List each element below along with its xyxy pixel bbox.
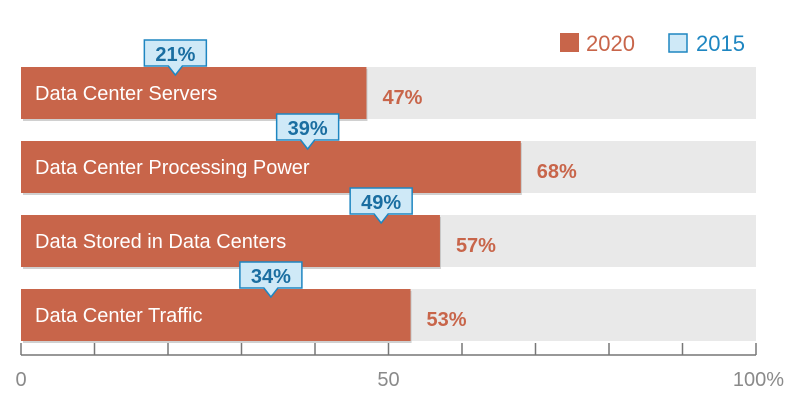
value-label-2020: 57% xyxy=(456,235,496,257)
legend-swatch-2020 xyxy=(560,33,579,52)
legend-label-2015: 2015 xyxy=(696,31,745,56)
callout-2015 xyxy=(143,39,208,77)
value-label-2015: 34% xyxy=(251,266,291,288)
category-label: Data Stored in Data Centers xyxy=(35,231,286,253)
x-tick-label: 50 xyxy=(377,369,399,391)
callout-2015 xyxy=(349,187,413,225)
x-axis: 0 50 100% xyxy=(15,343,784,391)
bar-2020 xyxy=(21,67,367,119)
bar-2020 xyxy=(21,141,521,193)
callout-2015 xyxy=(239,261,303,299)
callout-2015 xyxy=(275,113,340,151)
legend-label-2020: 2020 xyxy=(586,31,635,56)
legend-swatch-2015 xyxy=(668,33,688,53)
value-label-2020: 47% xyxy=(382,87,422,109)
category-label: Data Center Traffic xyxy=(35,305,202,327)
bar-area: Data Center Servers 47% 21% Data Center Pro… xyxy=(21,39,756,343)
value-label-2015: 21% xyxy=(155,44,195,66)
bar-2020 xyxy=(21,215,440,267)
value-label-2020: 53% xyxy=(427,309,467,331)
value-label-2015: 49% xyxy=(361,192,401,214)
value-label-2015: 39% xyxy=(288,118,328,140)
value-label-2020: 68% xyxy=(537,161,577,183)
legend: 2020 2015 xyxy=(560,31,745,56)
category-label: Data Center Processing Power xyxy=(35,157,310,179)
category-label: Data Center Servers xyxy=(35,83,217,105)
x-tick-label: 0 xyxy=(15,369,26,391)
x-tick-label: 100% xyxy=(733,369,784,391)
bar-2020 xyxy=(21,289,411,341)
